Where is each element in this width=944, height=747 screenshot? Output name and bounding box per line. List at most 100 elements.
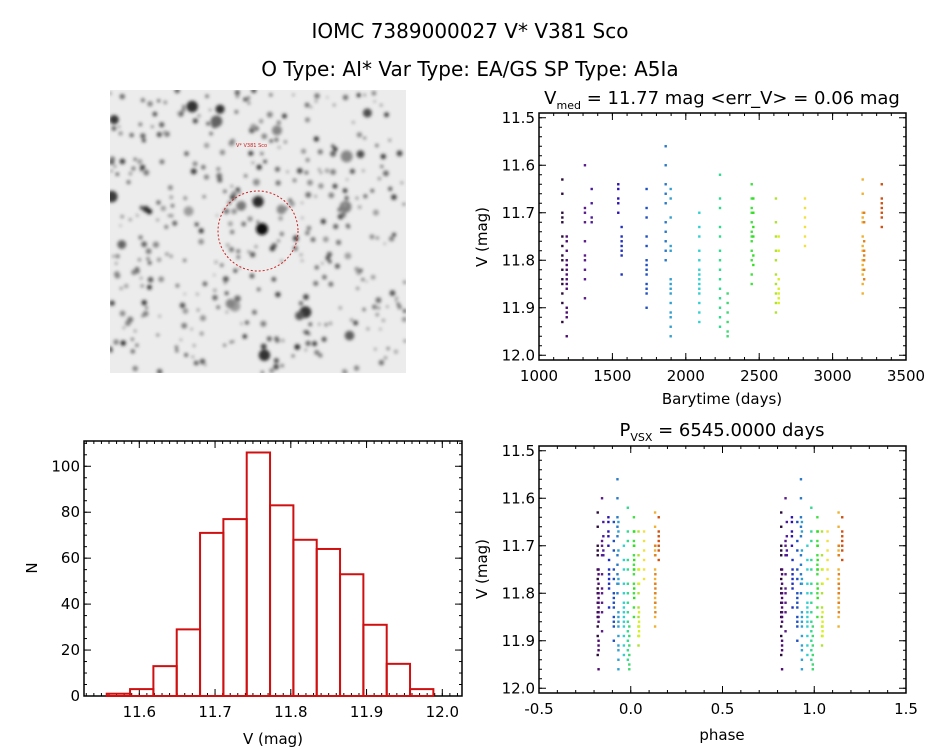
phase-curve-point [780,606,784,609]
star [175,345,178,349]
phase-curve-point [799,573,803,576]
light-curve-point [583,254,587,257]
phase-curve-point [821,630,824,633]
phase-curve-point [617,577,620,581]
light-curve-point [645,273,648,276]
star [156,333,160,337]
light-curve-point [803,225,807,229]
light-curve-point [617,202,620,205]
light-curve-point [620,254,623,257]
star [266,111,273,118]
phase-curve-point [810,568,813,571]
light-curve-point [565,273,568,276]
light-curve-point [862,254,866,257]
star [115,254,120,259]
star [175,283,180,288]
phase-curve-point [816,544,819,547]
star [156,218,159,222]
star [199,331,204,336]
star [158,314,162,318]
light-curve-xtick-label: 3000 [814,367,852,385]
star [349,168,355,174]
phase-curve-point [597,644,600,647]
phase-curve-point [800,644,804,647]
phase-curve-point [653,625,657,628]
star [146,257,150,261]
star [379,103,383,107]
star [256,164,262,170]
phase-curve-point [632,587,636,590]
star [120,214,124,219]
star [110,115,119,125]
star [148,261,152,265]
star [251,161,254,164]
star [320,218,326,225]
phase-curve-point [657,544,660,547]
star [276,120,281,125]
light-curve-point [750,211,753,214]
phase-curve-point [821,625,824,628]
phase-curve-point [597,606,600,609]
light-curve-point [862,259,866,262]
phase-curve-point [617,634,620,638]
phase-curve-point [790,520,794,524]
phase-curve-point [653,549,657,552]
phase-curve-point [800,615,804,619]
phase-curve-point [626,506,630,509]
phase-curve-point [632,558,636,562]
phase-curve-point [657,516,660,519]
star [365,280,368,283]
star [229,340,232,344]
phase-curve-point [632,554,636,557]
phase-curve-point [837,625,840,628]
phase-curve-point [642,577,646,581]
phase-curve-point [612,639,616,642]
star [369,234,375,240]
star [136,214,139,217]
phase-curve-point [616,525,619,528]
light-curve-point [645,206,648,210]
phase-curve-point [799,563,803,566]
light-curve-point [561,192,564,195]
star [199,358,206,365]
star [190,168,197,175]
star [183,292,186,296]
star [244,174,247,178]
light-curve-point [803,197,807,200]
light-curve-point [565,282,568,286]
star [133,157,137,161]
star [314,93,320,99]
star [304,348,308,352]
light-curve-point [718,278,722,281]
phase-curve-point [632,563,636,566]
phase-curve-ytick-label: 11.8 [502,584,535,602]
phase-curve-point [654,587,657,590]
phase-curve-point [597,668,600,671]
light-curve-point [583,278,587,281]
light-curve-point [669,325,672,328]
star [375,143,379,147]
star [363,136,366,140]
star [217,177,223,183]
phase-curve-point [617,649,620,652]
star [356,287,359,290]
light-curve-point [750,221,753,224]
star [380,165,384,169]
target-aperture-circle [217,190,299,272]
light-curve-point [718,268,722,271]
star [114,271,120,276]
star [397,305,402,310]
light-curve-point [645,187,648,191]
light-curve-point [669,311,672,314]
star [205,94,209,98]
phase-curve-point [841,558,844,562]
phase-curve-point [780,587,783,590]
star [147,284,152,290]
phase-curve-point [820,530,824,533]
star [295,311,304,321]
light-curve-point [718,297,722,300]
star [303,294,309,300]
phase-curve-point [800,668,804,671]
phase-curve-point [607,520,610,524]
sky-image: V* V381 Sco [110,90,406,373]
